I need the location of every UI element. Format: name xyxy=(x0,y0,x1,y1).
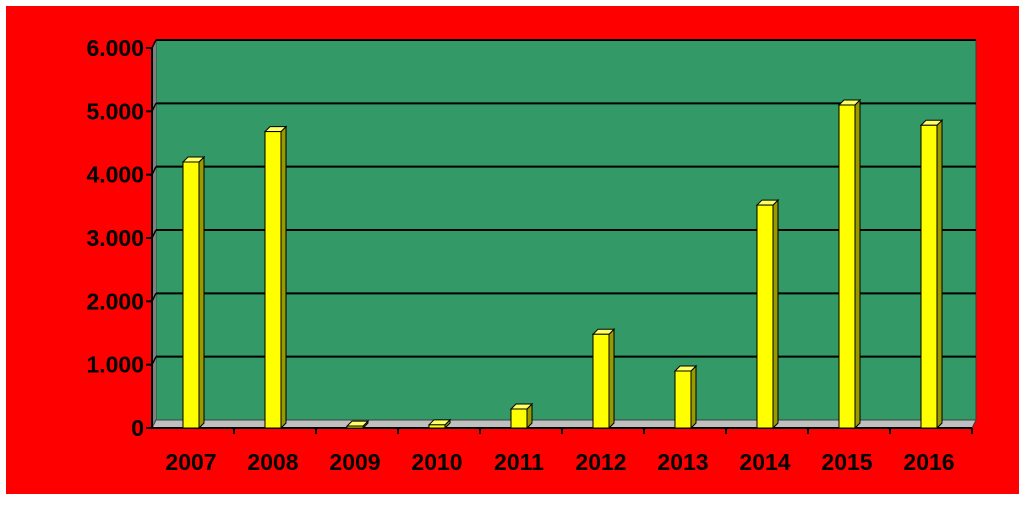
bar xyxy=(345,419,370,430)
bar-front xyxy=(510,408,528,429)
y-tick-label: 4.000 xyxy=(86,162,144,188)
tick-labels: 0 1.000 2.000 3.000 4.000 5.000 6.000 2007 2008 2… xyxy=(86,35,954,475)
y-tick-label: 2.000 xyxy=(86,288,144,314)
bar-front xyxy=(264,131,282,429)
x-tick-label: 2007 xyxy=(165,449,216,475)
bar-front xyxy=(592,333,610,429)
gridline-side xyxy=(151,39,157,49)
bar xyxy=(591,328,616,430)
x-tick-label: 2008 xyxy=(247,449,298,475)
bars xyxy=(181,98,944,430)
bar-side xyxy=(772,198,779,430)
x-tick-label: 2016 xyxy=(903,449,954,475)
y-tick-label: 3.000 xyxy=(86,225,144,251)
bar-front xyxy=(182,161,200,429)
bar xyxy=(673,364,698,430)
bar xyxy=(837,98,862,430)
y-tick-label: 1.000 xyxy=(86,352,144,378)
bar xyxy=(919,119,944,430)
bar-side xyxy=(690,364,697,430)
x-tick-label: 2012 xyxy=(575,449,626,475)
bar xyxy=(263,125,288,430)
bar-side xyxy=(854,98,861,430)
bar-front xyxy=(428,424,446,429)
x-tick-label: 2013 xyxy=(657,449,708,475)
y-tick-label: 6.000 xyxy=(86,35,144,61)
bar xyxy=(509,402,534,430)
y-tick-label: 5.000 xyxy=(86,98,144,124)
bar-front xyxy=(838,104,856,429)
bar xyxy=(181,155,206,430)
bar-side xyxy=(936,119,943,430)
bar-side xyxy=(280,125,287,430)
x-tick-label: 2011 xyxy=(494,449,544,475)
bar-front xyxy=(346,425,364,429)
bar-front xyxy=(920,124,938,429)
axes xyxy=(146,47,973,434)
bar-side xyxy=(608,328,615,430)
x-tick-label: 2014 xyxy=(739,449,790,475)
x-tick-label: 2009 xyxy=(329,449,380,475)
x-tick-label: 2015 xyxy=(821,449,872,475)
x-tick-label: 2010 xyxy=(411,449,462,475)
bar-front xyxy=(756,204,774,429)
bar xyxy=(755,198,780,430)
bar-front xyxy=(674,370,692,429)
bar-side xyxy=(198,155,205,430)
bar xyxy=(427,418,452,430)
y-tick-label: 0 xyxy=(131,415,144,441)
